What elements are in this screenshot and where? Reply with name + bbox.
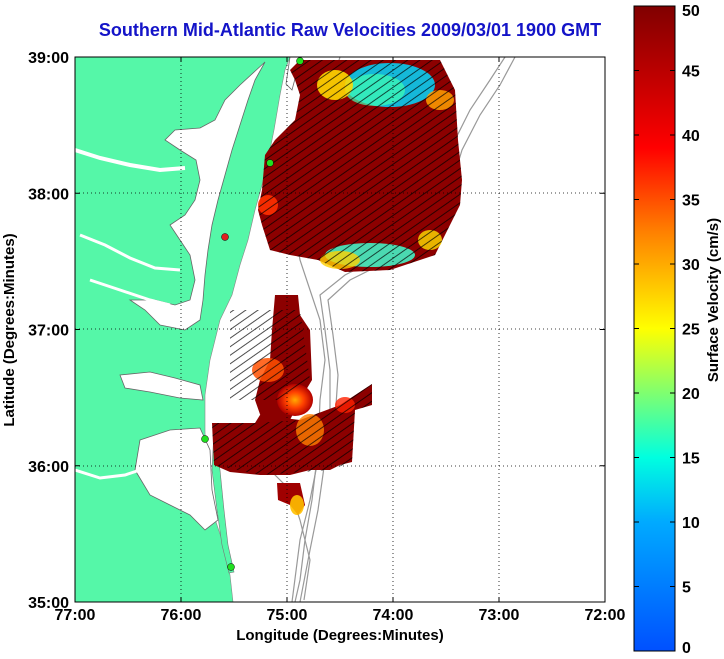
colorbar-tick-label: 5 — [682, 580, 691, 597]
x-axis-ticks: 77:00 76:00 75:00 74:00 73:00 72:00 — [55, 57, 626, 624]
river-3 — [89, 278, 171, 307]
colorbar-tick-label: 25 — [682, 322, 700, 339]
y-axis-label: Latitude (Degrees:Minutes) — [1, 233, 18, 426]
albemarle-sound — [119, 371, 204, 401]
velocity-field-south — [212, 384, 372, 475]
station-marker — [266, 159, 274, 167]
chesapeake-bay — [128, 61, 266, 331]
y-tick-label: 38:00 — [28, 186, 69, 203]
colorbar-tick-label: 20 — [682, 386, 700, 403]
x-tick-label: 77:00 — [55, 607, 96, 624]
x-tick-label: 73:00 — [479, 607, 520, 624]
y-tick-label: 35:00 — [28, 595, 69, 612]
colorbar-tick-label: 45 — [682, 64, 700, 81]
colorbar-label: Surface Velocity (cm/s) — [705, 218, 722, 382]
colorbar-tick-label: 35 — [682, 193, 700, 210]
grid — [75, 57, 605, 602]
colorbar — [633, 5, 676, 652]
colorbar-tick-label: 50 — [682, 3, 700, 20]
river-1 — [75, 148, 186, 173]
colorbar-tick-label: 15 — [682, 451, 700, 468]
colorbar-tick-label: 40 — [682, 128, 700, 145]
river-4 — [75, 468, 141, 480]
colorbar-tick-label: 0 — [682, 640, 691, 657]
velocity-field-north — [258, 60, 462, 272]
pamlico-sound — [134, 427, 219, 531]
velocity-field-central — [230, 295, 313, 425]
x-tick-label: 75:00 — [267, 607, 308, 624]
y-tick-label: 39:00 — [28, 50, 69, 67]
x-tick-label: 76:00 — [161, 607, 202, 624]
y-tick-label: 37:00 — [28, 323, 69, 340]
station-marker — [221, 233, 229, 241]
station-marker — [201, 435, 209, 443]
x-tick-label: 72:00 — [585, 607, 626, 624]
map-title: Southern Mid-Atlantic Raw Velocities 200… — [98, 20, 602, 40]
colorbar-tick-label: 30 — [682, 257, 700, 274]
colorbar-tick-label: 10 — [682, 515, 700, 532]
y-axis-ticks: 39:00 38:00 37:00 36:00 35:00 — [28, 50, 605, 612]
velocity-field-tip — [277, 483, 305, 515]
x-tick-label: 74:00 — [373, 607, 414, 624]
station-marker — [227, 563, 235, 571]
station-marker — [296, 57, 304, 65]
y-tick-label: 36:00 — [28, 459, 69, 476]
x-axis-label: Longitude (Degrees:Minutes) — [236, 627, 444, 644]
river-2 — [79, 233, 181, 272]
radar-stations — [201, 57, 304, 571]
